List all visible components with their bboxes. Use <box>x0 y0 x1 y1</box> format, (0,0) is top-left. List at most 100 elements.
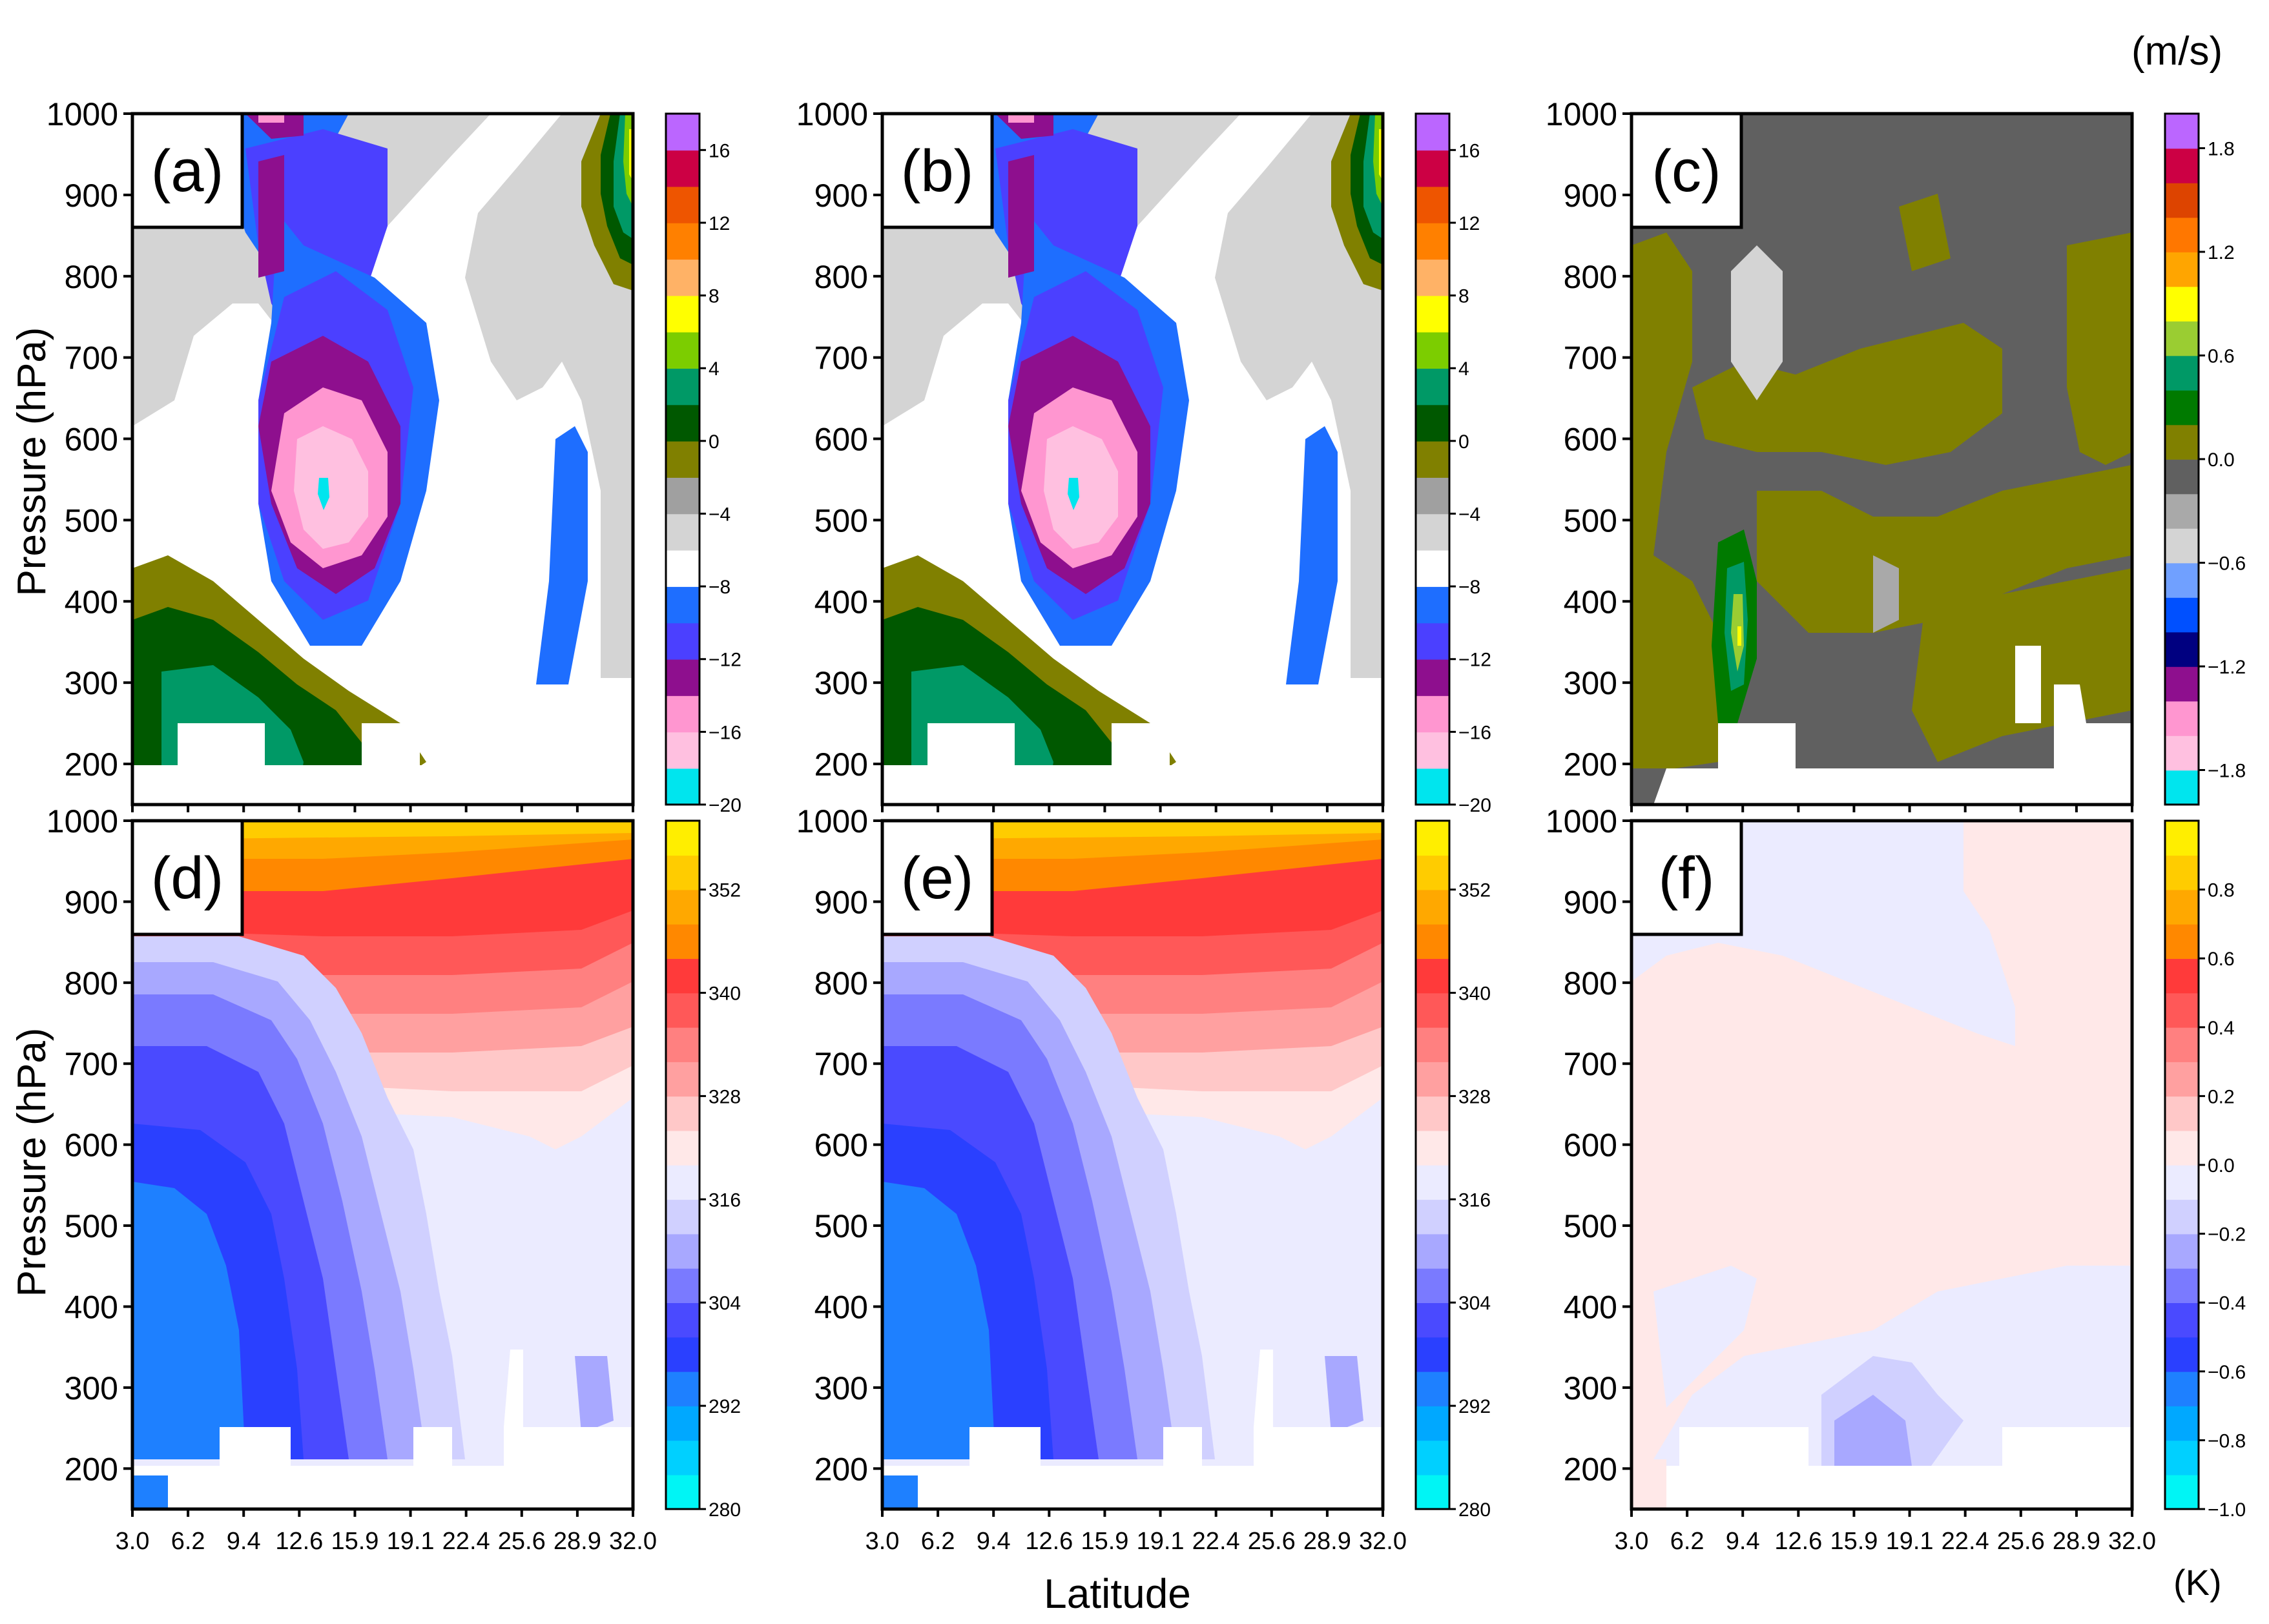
colorbar-swatch-e-9 <box>1416 1165 1449 1200</box>
colorbar-tick-label-d-5: 292 <box>709 1396 741 1417</box>
y-tick-label-d-4: 600 <box>65 1127 118 1164</box>
y-tick-label-e-0: 200 <box>814 1451 868 1487</box>
colorbar-swatch-c-0 <box>2165 770 2199 805</box>
panel-b-frame <box>880 112 1385 807</box>
y-tick-label-b-0: 200 <box>814 746 868 783</box>
colorbar-swatch-b-4 <box>1416 622 1449 660</box>
colorbar-swatch-a-10 <box>666 404 699 442</box>
panel-a-frame <box>130 112 635 807</box>
colorbar-swatch-e-14 <box>1416 992 1449 1028</box>
colorbar-tick-label-d-4: 304 <box>709 1293 741 1314</box>
panel-e-frame <box>880 819 1385 1511</box>
y-tick-label-c-5: 700 <box>1564 340 1617 376</box>
colorbar-swatch-c-7 <box>2165 528 2199 564</box>
colorbar-swatch-d-9 <box>666 1165 699 1200</box>
colorbar-swatch-c-10 <box>2165 424 2199 460</box>
y-tick-label-d-5: 700 <box>65 1046 118 1082</box>
colorbar-tick-label-b-7: −12 <box>1458 650 1491 671</box>
colorbar-swatch-a-1 <box>666 732 699 769</box>
y-tick-label-e-4: 600 <box>814 1127 868 1164</box>
colorbar-swatch-a-6 <box>666 550 699 587</box>
panel-a <box>130 112 635 807</box>
colorbar-swatch-c-15 <box>2165 252 2199 287</box>
colorbar-tick-label-a-3: 4 <box>709 358 720 380</box>
x-tick-label-d-3: 12.6 <box>275 1528 323 1555</box>
y-tick-label-a-2: 400 <box>65 584 118 620</box>
x-tick-label-e-8: 28.9 <box>1303 1528 1351 1555</box>
colorbar-swatch-b-17 <box>1416 150 1449 187</box>
colorbar-tick-label-b-2: 8 <box>1458 286 1469 307</box>
x-tick-label-d-1: 6.2 <box>171 1528 205 1555</box>
colorbar-tick-label-f-5: −0.2 <box>2208 1224 2246 1246</box>
colorbar-swatch-a-4 <box>666 622 699 660</box>
colorbar-swatch-c-6 <box>2165 562 2199 598</box>
y-tick-label-f-2: 400 <box>1564 1289 1617 1325</box>
panel-d-frame <box>130 819 635 1511</box>
colorbar-tick-label-c-5: −1.2 <box>2208 657 2246 678</box>
y-tick-label-c-1: 300 <box>1564 665 1617 701</box>
colorbar-swatch-e-17 <box>1416 889 1449 925</box>
colorbar-swatch-c-8 <box>2165 493 2199 529</box>
colorbar-swatch-e-1 <box>1416 1440 1449 1475</box>
colorbar-tick-label-d-1: 340 <box>709 983 741 1005</box>
x-tick-label-f-0: 3.0 <box>1615 1528 1649 1555</box>
colorbar-swatch-d-4 <box>666 1337 699 1372</box>
colorbar-swatch-d-5 <box>666 1302 699 1338</box>
x-tick-label-d-9: 32.0 <box>609 1528 657 1555</box>
panel-label-a: (a) <box>151 138 223 204</box>
x-tick-label-f-4: 15.9 <box>1830 1528 1878 1555</box>
colorbar-swatch-d-17 <box>666 889 699 925</box>
y-axis-title-top: Pressure (hPa) <box>10 327 54 597</box>
colorbar-swatch-c-16 <box>2165 217 2199 252</box>
x-tick-label-e-0: 3.0 <box>865 1528 900 1555</box>
colorbar-swatch-a-16 <box>666 186 699 223</box>
panel-label-b: (b) <box>901 138 973 204</box>
colorbar-swatch-c-3 <box>2165 666 2199 702</box>
colorbar-swatch-f-7 <box>2165 1233 2199 1269</box>
panel-label-c: (c) <box>1652 138 1721 204</box>
x-tick-label-f-6: 22.4 <box>1942 1528 1989 1555</box>
x-tick-label-f-9: 32.0 <box>2108 1528 2156 1555</box>
colorbar-tick-label-f-3: 0.2 <box>2208 1086 2235 1107</box>
colorbar-tick-label-e-1: 340 <box>1458 983 1491 1005</box>
y-tick-label-b-4: 600 <box>814 422 868 458</box>
y-tick-label-f-4: 600 <box>1564 1127 1617 1164</box>
colorbar-swatch-f-17 <box>2165 889 2199 925</box>
colorbar-swatch-d-0 <box>666 1474 699 1510</box>
colorbar-swatch-d-6 <box>666 1268 699 1303</box>
panel-label-f: (f) <box>1659 845 1715 911</box>
panel-c-frame <box>1630 112 2134 807</box>
x-tick-label-e-7: 25.6 <box>1248 1528 1296 1555</box>
colorbar-tick-label-b-1: 12 <box>1458 213 1480 234</box>
colorbar-tick-label-c-1: 1.2 <box>2208 242 2235 263</box>
colorbar-swatch-f-2 <box>2165 1406 2199 1441</box>
colorbar-tick-label-a-1: 12 <box>709 213 730 234</box>
colorbar-swatch-c-4 <box>2165 632 2199 667</box>
y-tick-label-a-6: 800 <box>65 259 118 295</box>
colorbar-tick-label-d-0: 352 <box>709 880 741 901</box>
colorbar-swatch-c-18 <box>2165 148 2199 183</box>
colorbar-swatch-b-0 <box>1416 768 1449 805</box>
x-tick-label-f-1: 6.2 <box>1670 1528 1704 1555</box>
colorbar-tick-label-e-4: 304 <box>1458 1293 1491 1314</box>
colorbar-tick-label-e-0: 352 <box>1458 880 1491 901</box>
colorbar-swatch-b-13 <box>1416 295 1449 333</box>
colorbar-tick-label-f-6: −0.4 <box>2208 1293 2246 1314</box>
colorbar-swatch-c-17 <box>2165 183 2199 218</box>
colorbar-tick-label-f-7: −0.6 <box>2208 1362 2246 1383</box>
colorbar-tick-label-e-6: 280 <box>1458 1499 1491 1521</box>
colorbar-tick-label-a-2: 8 <box>709 286 720 307</box>
colorbar-swatch-c-5 <box>2165 597 2199 633</box>
panel-e <box>880 819 1385 1511</box>
unit-top-label: (m/s) <box>2131 29 2222 74</box>
y-tick-label-c-4: 600 <box>1564 422 1617 458</box>
colorbar-swatch-e-13 <box>1416 1027 1449 1062</box>
colorbar-tick-label-b-0: 16 <box>1458 140 1480 161</box>
colorbar-tick-label-b-3: 4 <box>1458 358 1469 380</box>
x-tick-label-d-0: 3.0 <box>116 1528 150 1555</box>
y-tick-label-a-0: 200 <box>65 746 118 783</box>
x-tick-label-d-6: 22.4 <box>442 1528 490 1555</box>
x-tick-label-d-2: 9.4 <box>227 1528 261 1555</box>
colorbar-frame-e <box>1414 819 1451 1510</box>
